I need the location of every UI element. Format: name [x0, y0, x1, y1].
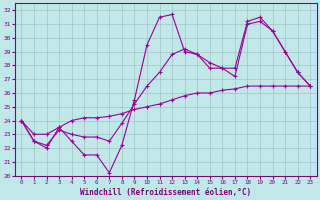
X-axis label: Windchill (Refroidissement éolien,°C): Windchill (Refroidissement éolien,°C) — [80, 188, 252, 197]
